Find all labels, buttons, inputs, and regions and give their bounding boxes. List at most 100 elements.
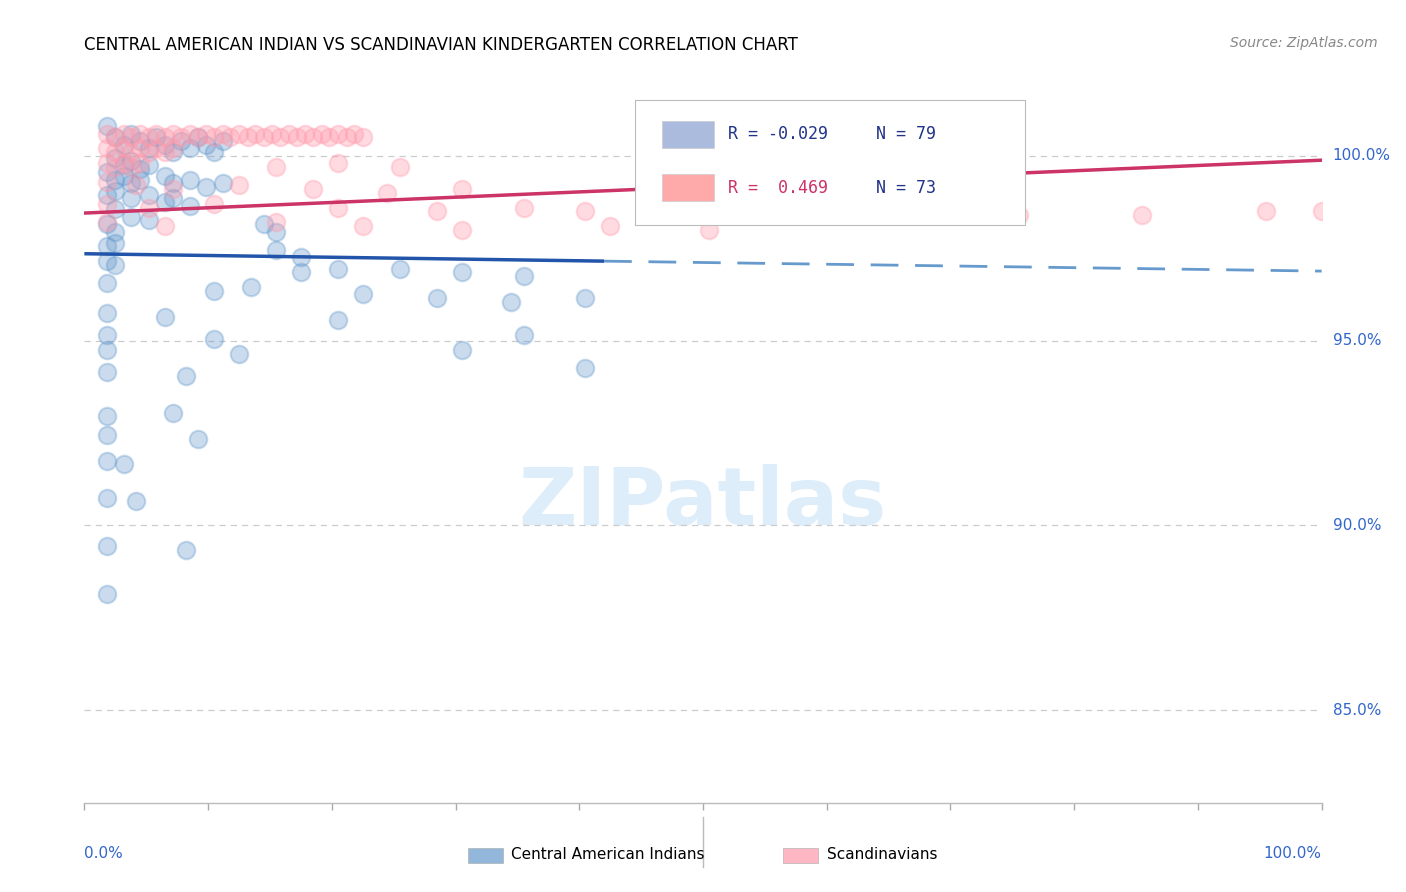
Point [96,454,118,468]
Point [202,130,225,145]
Point [294,127,316,141]
Point [138,213,160,227]
Point [96,141,118,155]
Point [104,235,127,250]
Point [179,199,201,213]
Point [170,134,193,148]
Bar [468,847,502,863]
Point [377,186,399,200]
Point [318,130,340,145]
Point [162,141,184,155]
Point [96,343,118,357]
Point [96,328,118,343]
Point [236,130,259,145]
Point [96,127,118,141]
Point [112,458,135,472]
Point [426,204,449,219]
Point [96,365,118,379]
Point [153,194,176,209]
Point [112,158,135,172]
Point [96,217,118,231]
Point [138,145,160,159]
Point [129,127,152,141]
Point [153,310,176,324]
Point [326,201,349,215]
Point [174,542,197,557]
Point [262,127,284,141]
Text: 100.0%: 100.0% [1264,846,1322,861]
Text: 100.0%: 100.0% [1333,148,1391,163]
Point [138,130,160,145]
Point [162,127,184,141]
Point [129,134,152,148]
Point [145,127,167,141]
Point [450,265,472,279]
Point [120,177,142,191]
Point [326,156,349,170]
Point [120,127,142,141]
Point [1007,208,1029,222]
Point [336,130,359,145]
Point [187,130,209,145]
Text: 85.0%: 85.0% [1333,703,1381,718]
Point [153,169,176,183]
Point [153,130,176,145]
Point [162,177,184,191]
Point [104,225,127,239]
Point [112,127,135,141]
Point [162,406,184,420]
Point [96,277,118,291]
Point [120,160,142,174]
Text: R = -0.029: R = -0.029 [728,125,828,143]
Point [96,156,118,170]
Point [388,160,411,174]
Point [104,130,127,145]
Point [450,343,472,357]
Text: N = 73: N = 73 [876,178,936,196]
Point [311,127,333,141]
Point [125,178,148,193]
Point [228,178,250,193]
Point [112,169,135,183]
Point [129,173,152,187]
Point [162,145,184,159]
Point [112,137,135,152]
Point [96,428,118,442]
Point [202,145,225,159]
Point [194,137,217,152]
Text: Scandinavians: Scandinavians [827,847,938,862]
Point [120,210,142,224]
Point [352,219,374,233]
FancyBboxPatch shape [636,100,1025,225]
Point [285,130,308,145]
Point [243,127,266,141]
Point [187,130,209,145]
Point [129,156,152,170]
Point [228,127,250,141]
Point [219,130,242,145]
Point [112,141,135,155]
Point [501,294,523,309]
Point [96,239,118,253]
Point [96,587,118,601]
Point [277,127,299,141]
Point [212,177,235,191]
Point [202,196,225,211]
Point [96,539,118,553]
Point [145,141,167,155]
Point [96,215,118,229]
Point [352,287,374,301]
Point [343,127,366,141]
Point [450,182,472,196]
Text: N = 79: N = 79 [876,125,936,143]
Point [179,173,201,187]
Point [179,127,201,141]
Bar [662,174,714,202]
Point [253,130,276,145]
Point [574,361,596,376]
Bar [662,120,714,148]
Point [96,491,118,505]
Point [212,127,235,141]
Point [96,196,118,211]
Point [112,156,135,170]
